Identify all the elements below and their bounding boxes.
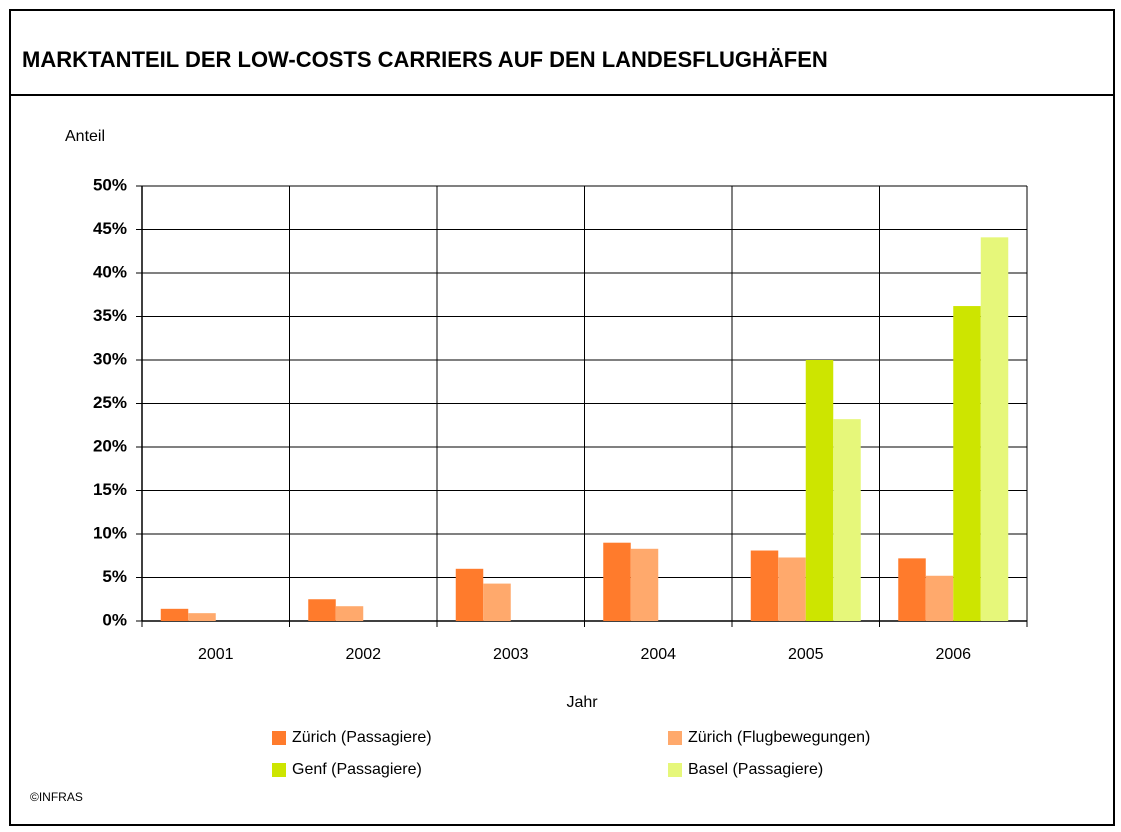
y-tick-label: 40% bbox=[93, 262, 127, 281]
bar bbox=[308, 599, 336, 621]
x-tick-label: 2001 bbox=[198, 646, 234, 663]
bar bbox=[833, 419, 861, 621]
bar bbox=[750, 550, 779, 621]
bar bbox=[778, 557, 806, 621]
bar bbox=[455, 568, 484, 621]
bar bbox=[898, 558, 926, 621]
y-tick-label: 20% bbox=[93, 436, 127, 455]
bar bbox=[188, 613, 216, 621]
legend-label: Zürich (Passagiere) bbox=[292, 729, 432, 746]
y-tick-label: 35% bbox=[93, 306, 127, 325]
bar bbox=[483, 583, 511, 621]
bar bbox=[925, 575, 954, 621]
x-tick-label: 2003 bbox=[493, 646, 529, 663]
bar bbox=[603, 542, 631, 621]
legend-swatch bbox=[668, 731, 682, 745]
y-tick-label: 0% bbox=[102, 610, 127, 629]
y-tick-label: 30% bbox=[93, 349, 127, 368]
bar bbox=[160, 608, 189, 621]
bar bbox=[980, 237, 1009, 621]
y-tick-label: 10% bbox=[93, 523, 127, 542]
legend-swatch bbox=[272, 731, 286, 745]
legend-label: Basel (Passagiere) bbox=[688, 761, 823, 778]
legend-label: Zürich (Flugbewegungen) bbox=[688, 729, 870, 746]
source: ©INFRAS bbox=[30, 790, 83, 804]
x-tick-label: 2004 bbox=[640, 646, 676, 663]
x-tick-label: 2006 bbox=[935, 646, 971, 663]
bar bbox=[335, 606, 364, 621]
y-tick-label: 15% bbox=[93, 480, 127, 499]
legend-label: Genf (Passagiere) bbox=[292, 761, 422, 778]
legend-swatch bbox=[668, 763, 682, 777]
y-tick-label: 45% bbox=[93, 219, 127, 238]
chart-title: MARKTANTEIL DER LOW-COSTS CARRIERS AUF D… bbox=[22, 47, 828, 72]
bar bbox=[805, 360, 834, 621]
bar bbox=[630, 548, 659, 621]
frame bbox=[9, 9, 1115, 826]
x-tick-label: 2005 bbox=[788, 646, 824, 663]
y-tick-label: 25% bbox=[93, 393, 127, 412]
legend-swatch bbox=[272, 763, 286, 777]
y-axis-label: Anteil bbox=[65, 128, 105, 145]
y-tick-label: 50% bbox=[93, 175, 127, 194]
x-axis-label: Jahr bbox=[566, 694, 598, 711]
y-tick-label: 5% bbox=[102, 567, 127, 586]
x-tick-label: 2002 bbox=[345, 646, 381, 663]
bar bbox=[953, 306, 981, 621]
